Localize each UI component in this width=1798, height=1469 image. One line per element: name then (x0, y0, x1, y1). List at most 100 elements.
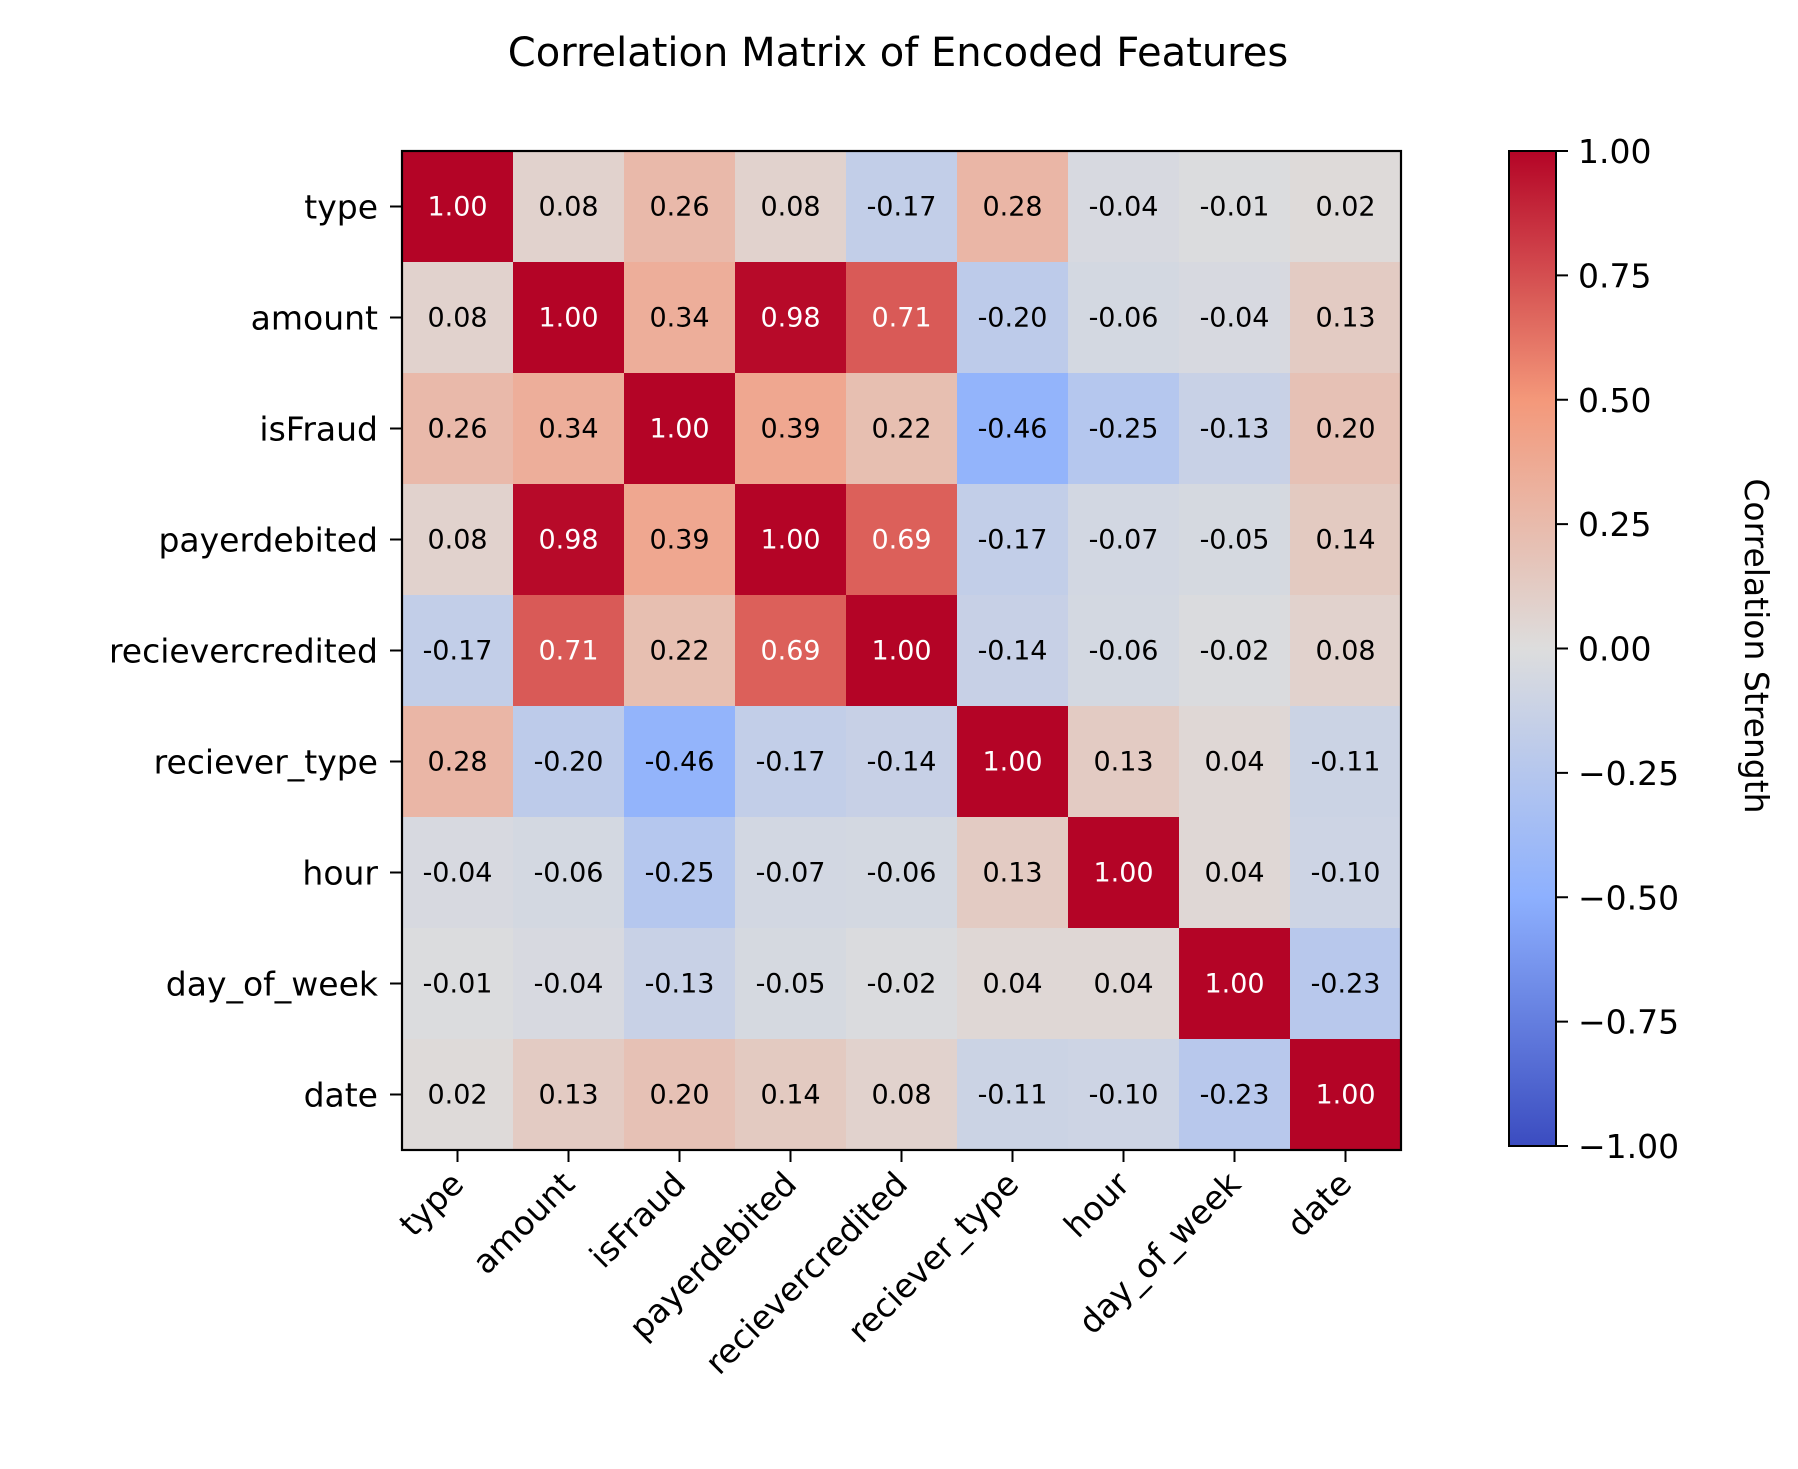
y-tick-label: hour (302, 854, 378, 893)
cell-value-label: 0.13 (538, 1080, 598, 1111)
heatmap-cell (1068, 1039, 1180, 1151)
heatmap-cell (846, 595, 958, 707)
x-tick-label: recievercredited (697, 1164, 915, 1382)
x-tick-label: type (391, 1164, 471, 1244)
cell-value-label: 1.00 (1315, 1080, 1375, 1111)
cell-value-label: 0.28 (982, 192, 1042, 223)
cell-value-label: 0.39 (649, 525, 709, 556)
heatmap-cell (402, 928, 514, 1040)
heatmap-cell (846, 1039, 958, 1151)
heatmap-cell (624, 1039, 736, 1151)
heatmap-cell (1290, 484, 1402, 596)
heatmap-cell-labels: 1.00 0.08 0.26 0.08 -0.17 0.28 -0.04 -0.01 0.02 0… (423, 192, 1381, 1111)
heatmap-cell (957, 706, 1069, 818)
heatmap-cell (624, 928, 736, 1040)
cell-value-label: -0.05 (1200, 525, 1270, 556)
heatmap-cell (624, 373, 736, 485)
heatmap-cell (402, 262, 514, 374)
cell-value-label: -0.13 (645, 969, 715, 1000)
heatmap-cell (846, 373, 958, 485)
cell-value-label: 0.98 (760, 303, 820, 334)
heatmap-cell (624, 151, 736, 263)
cell-value-label: -0.05 (756, 969, 826, 1000)
heatmap-cell (624, 817, 736, 929)
cell-value-label: 1.00 (1204, 969, 1264, 1000)
cell-value-label: 1.00 (649, 414, 709, 445)
cell-value-label: -0.25 (645, 858, 715, 889)
heatmap-cell (1290, 1039, 1402, 1151)
cell-value-label: -0.17 (867, 192, 937, 223)
heatmap-cell (957, 373, 1069, 485)
heatmap-cell (1068, 151, 1180, 263)
cell-value-label: -0.17 (756, 747, 826, 778)
heatmap-cell (735, 817, 847, 929)
heatmap-cell (402, 706, 514, 818)
cell-value-label: 0.22 (649, 636, 709, 667)
cell-value-label: -0.02 (867, 969, 937, 1000)
cell-value-label: -0.06 (534, 858, 604, 889)
heatmap-cell (846, 484, 958, 596)
cell-value-label: 0.04 (1204, 858, 1264, 889)
cell-value-label: -0.20 (978, 303, 1048, 334)
heatmap-cell (1068, 706, 1180, 818)
cell-value-label: -0.17 (423, 636, 493, 667)
heatmap-cell (1290, 262, 1402, 374)
cell-value-label: 0.13 (1093, 747, 1153, 778)
colorbar-label: Correlation Strength (1737, 478, 1776, 813)
colorbar-tick-label: −1.00 (1578, 1127, 1679, 1166)
heatmap-cell (735, 1039, 847, 1151)
heatmap-cell (1179, 1039, 1291, 1151)
heatmap-cell (402, 373, 514, 485)
heatmap-cell (1290, 928, 1402, 1040)
colorbar: 1.00 0.75 0.50 0.25 0.00 −0.25 −0.50 −0.75 −1.00 (1508, 132, 1679, 1166)
cell-value-label: 0.08 (427, 303, 487, 334)
heatmap-cell (402, 817, 514, 929)
cell-value-label: -0.06 (1089, 303, 1159, 334)
cell-value-label: -0.04 (1200, 303, 1270, 334)
cell-value-label: 1.00 (538, 303, 598, 334)
heatmap-cell (957, 595, 1069, 707)
cell-value-label: -0.20 (534, 747, 604, 778)
x-tick-label: hour (1056, 1164, 1137, 1245)
heatmap-cell (957, 151, 1069, 263)
heatmap-cell (735, 928, 847, 1040)
cell-value-label: -0.10 (1311, 858, 1381, 889)
heatmap-cell (1290, 595, 1402, 707)
colorbar-tick-label: 1.00 (1578, 132, 1651, 171)
cell-value-label: -0.07 (1089, 525, 1159, 556)
cell-value-label: -0.23 (1311, 969, 1381, 1000)
y-tick-label: amount (251, 299, 378, 338)
heatmap-cell (1290, 817, 1402, 929)
heatmap-cell (402, 151, 514, 263)
heatmap-cell (957, 1039, 1069, 1151)
cell-value-label: 0.26 (649, 192, 709, 223)
heatmap-cell (513, 151, 625, 263)
cell-value-label: -0.04 (534, 969, 604, 1000)
heatmap-cell (1179, 151, 1291, 263)
heatmap-cell (846, 706, 958, 818)
y-tick-label: type (304, 188, 378, 227)
heatmap-cell (624, 595, 736, 707)
cell-value-label: -0.46 (645, 747, 715, 778)
heatmap-cell (735, 151, 847, 263)
cell-value-label: -0.10 (1089, 1080, 1159, 1111)
colorbar-tick-label: −0.50 (1578, 878, 1679, 917)
cell-value-label: -0.11 (978, 1080, 1048, 1111)
heatmap-cell (1179, 706, 1291, 818)
y-tick-label: payerdebited (158, 521, 378, 560)
heatmap-cell (1179, 262, 1291, 374)
heatmap-cell (846, 262, 958, 374)
cell-value-label: 1.00 (1093, 858, 1153, 889)
cell-value-label: 0.04 (1093, 969, 1153, 1000)
heatmap-cell (1068, 928, 1180, 1040)
heatmap-cell (1179, 928, 1291, 1040)
cell-value-label: 0.13 (1315, 303, 1375, 334)
cell-value-label: 0.08 (427, 525, 487, 556)
cell-value-label: 0.69 (760, 636, 820, 667)
heatmap-cell (846, 151, 958, 263)
heatmap-cell (957, 484, 1069, 596)
y-tick-label: day_of_week (166, 965, 379, 1004)
